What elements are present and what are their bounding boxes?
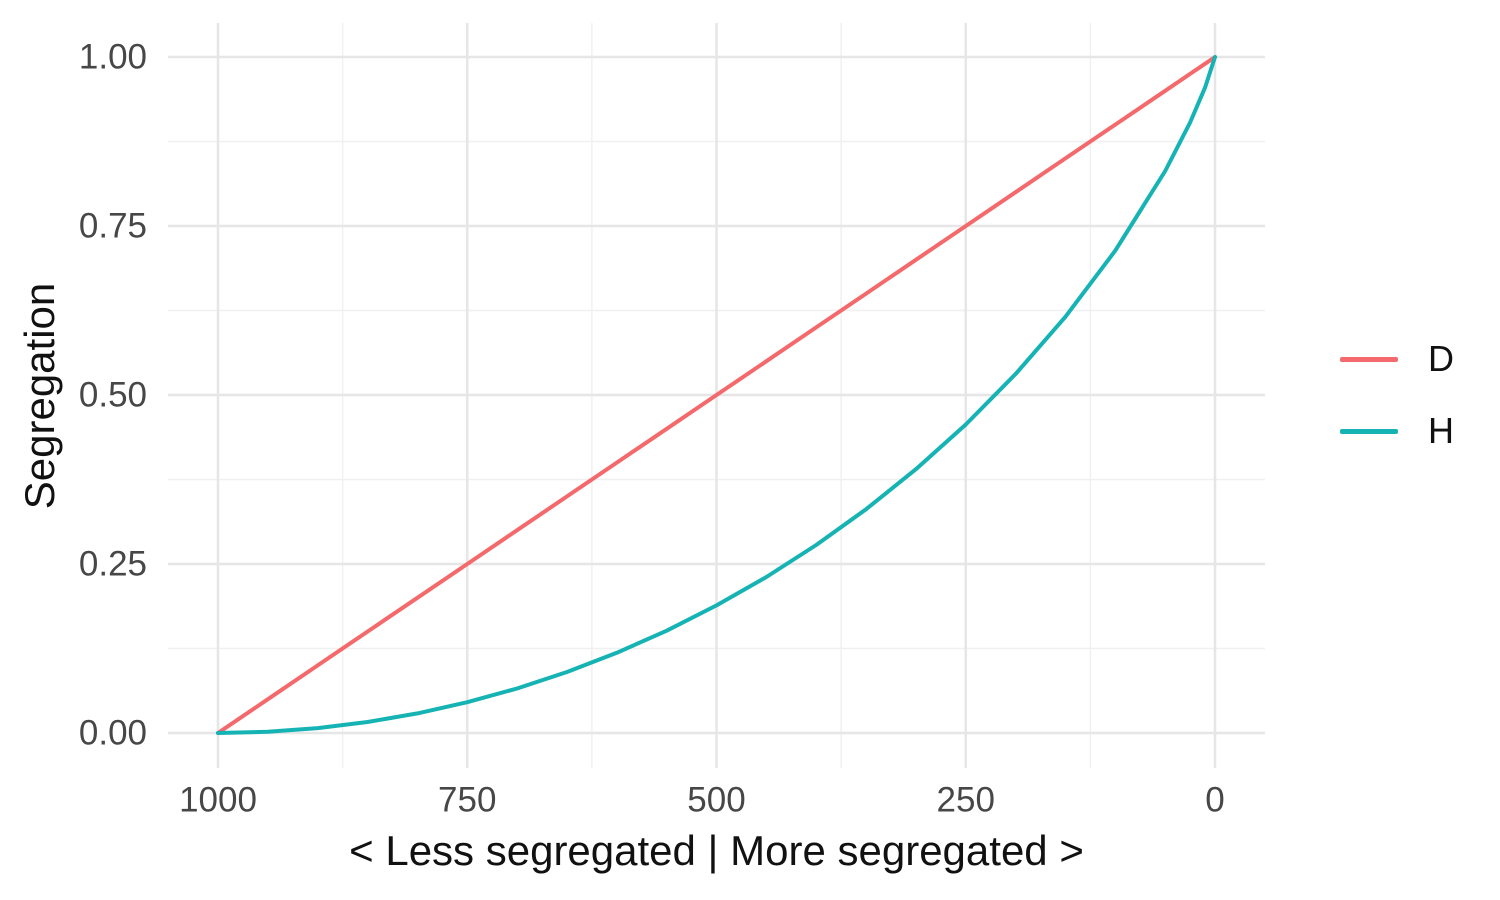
legend-key-d-line [1340,356,1398,362]
legend: D H [1340,323,1454,467]
y-tick-label: 0.25 [78,544,147,584]
series-lines [216,55,1217,735]
series-line-d [216,55,1217,735]
x-tick-label: 250 [936,780,995,820]
legend-item-d: D [1340,323,1454,395]
legend-key-h-line [1340,428,1398,434]
y-tick-label: 0.00 [78,713,147,753]
x-axis-title: < Less segregated | More segregated > [349,827,1084,874]
series-line-h [216,55,1217,735]
y-tick-label: 1.00 [78,37,147,77]
legend-label-d: D [1428,338,1454,379]
x-tick-label: 500 [687,780,746,820]
y-tick-label: 0.50 [78,375,147,415]
x-tick-label: 1000 [179,780,257,820]
y-tick-label: 0.75 [78,206,147,246]
x-tick-label: 750 [438,780,497,820]
x-tick-label: 0 [1205,780,1225,820]
legend-item-h: H [1340,395,1454,467]
y-axis-title: Segregation [16,282,63,509]
gridlines-major [168,23,1265,768]
legend-label-h: H [1428,410,1454,451]
